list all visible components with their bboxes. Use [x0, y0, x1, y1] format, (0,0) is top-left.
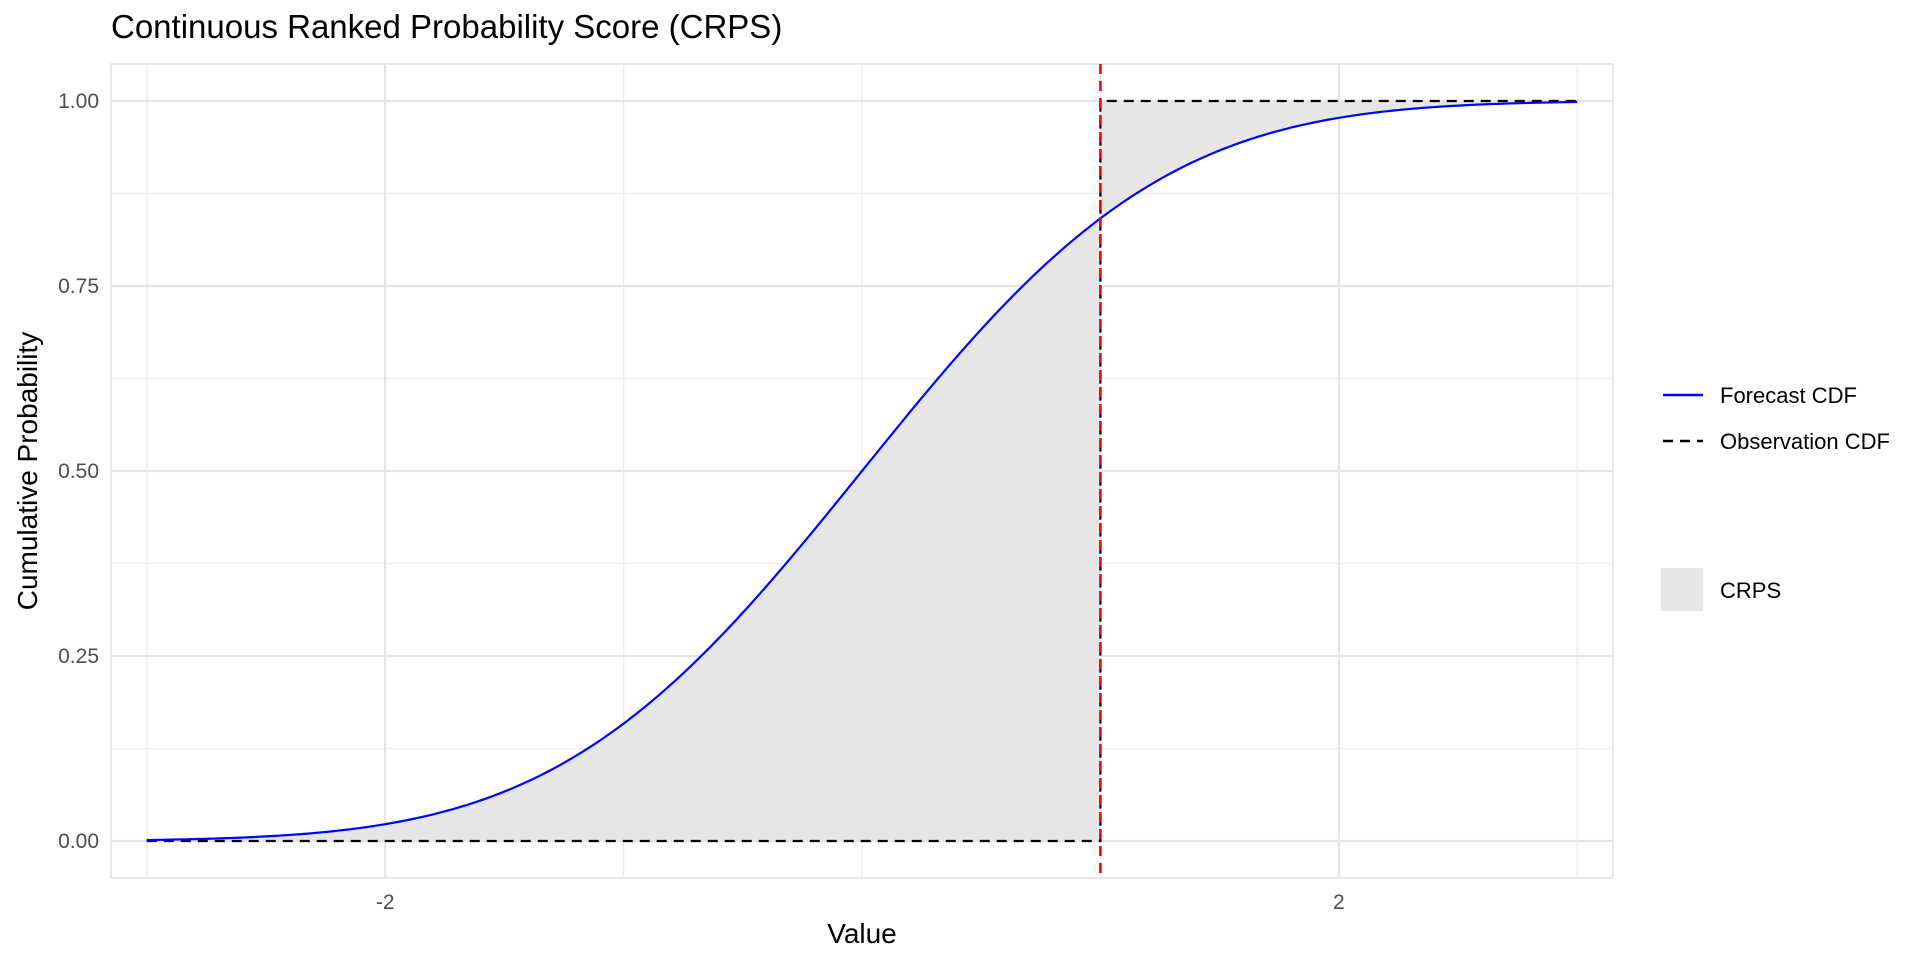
y-tick-label: 0.00: [58, 830, 99, 853]
x-axis-label: Value: [827, 918, 897, 949]
y-tick-labels: 0.00 0.25 0.50 0.75 1.00: [58, 90, 99, 853]
chart-title: Continuous Ranked Probability Score (CRP…: [111, 8, 782, 45]
x-tick-label: -2: [376, 891, 395, 914]
legend-crps-key: [1661, 568, 1703, 611]
y-tick-label: 1.00: [58, 90, 99, 113]
legend-forecast-label: Forecast CDF: [1720, 383, 1857, 408]
legend-crps-label: CRPS: [1720, 578, 1781, 603]
y-tick-label: 0.75: [58, 275, 99, 298]
forecast-cdf-line: [146, 100, 1578, 842]
x-tick-labels: -2 2: [376, 891, 1345, 914]
observation-cdf-line: [146, 99, 1578, 843]
legend: Forecast CDF Observation CDF CRPS: [1661, 383, 1890, 611]
y-tick-label: 0.50: [58, 460, 99, 483]
x-tick-label: 2: [1333, 891, 1345, 914]
y-tick-label: 0.25: [58, 645, 99, 668]
y-axis-label: Cumulative Probability: [12, 332, 43, 611]
legend-observation-label: Observation CDF: [1720, 429, 1890, 454]
